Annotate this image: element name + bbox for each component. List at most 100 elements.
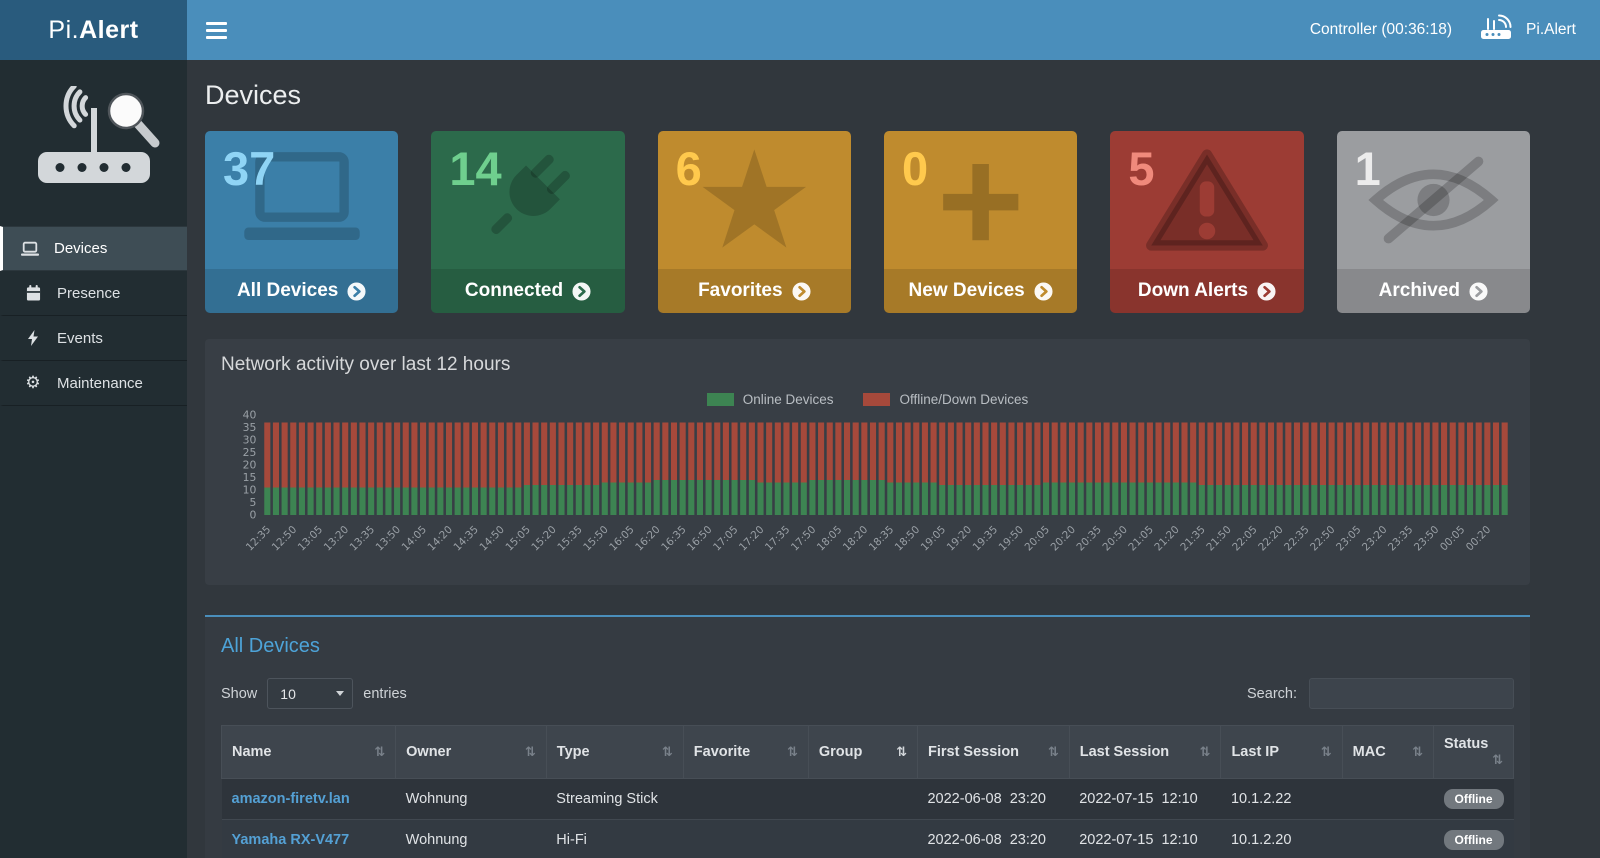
stat-value: 37 [223,142,276,195]
stat-label: Archived [1378,280,1460,301]
sort-icon[interactable]: ⇅ [1047,744,1059,759]
sort-icon[interactable]: ⇅ [786,744,798,759]
svg-text:17:20: 17:20 [737,524,766,554]
svg-text:16:20: 16:20 [633,524,662,554]
stat-card-favorites[interactable]: 6 ★ Favorites [657,131,851,313]
svg-text:15:05: 15:05 [503,524,532,554]
eye-slash-icon [1337,131,1530,269]
table-controls: Show 10 entries Search: [221,678,1514,709]
svg-text:23:05: 23:05 [1334,524,1363,554]
sort-icon[interactable]: ⇅ [1412,744,1423,759]
stat-card-new-devices[interactable]: 0 + New Devices [883,131,1078,313]
sort-icon[interactable]: ⇅ [896,744,907,759]
sidebar-item-maintenance[interactable]: ⚙ Maintenance [0,361,187,406]
svg-text:21:05: 21:05 [1126,524,1155,554]
svg-text:16:35: 16:35 [659,524,688,554]
svg-text:18:05: 18:05 [815,524,844,554]
column-header-owner[interactable]: Owner ⇅ [395,725,547,779]
sort-icon[interactable]: ⇅ [1199,744,1211,759]
stat-label: Favorites [698,280,783,301]
page-size-select-wrap: 10 [267,678,354,709]
svg-text:19:35: 19:35 [971,524,1000,554]
sidebar-item-events[interactable]: Events [0,316,187,361]
logo-text-light: Pi. [48,15,80,44]
svg-text:16:05: 16:05 [607,524,636,554]
gear-icon: ⚙ [25,372,41,393]
column-header-type[interactable]: Type ⇅ [545,725,684,779]
sidebar-item-label: Devices [54,240,108,257]
stat-label: Connected [464,280,564,301]
column-header-last_session[interactable]: Last Session ⇅ [1068,725,1222,779]
legend-online-devices: Online Devices [706,392,833,407]
controller-status: Controller (00:36:18) [1309,21,1453,38]
stat-card-link[interactable]: Connected [431,269,625,313]
column-header-group[interactable]: Group ⇅ [807,725,918,779]
column-header-first_session[interactable]: First Session ⇅ [916,725,1070,779]
svg-text:35: 35 [243,421,257,434]
svg-text:14:20: 14:20 [426,524,455,554]
svg-text:21:35: 21:35 [1178,524,1207,554]
stat-card-link[interactable]: Favorites [657,269,851,313]
devices-table: Name ⇅ Owner ⇅ Type ⇅ Favorite ⇅ Group ⇅ First Ses… [220,725,1514,858]
device-name-link[interactable]: amazon-firetv.lan [231,791,350,807]
svg-text:20:35: 20:35 [1074,524,1103,554]
sort-icon[interactable]: ⇅ [661,744,673,759]
svg-text:12:35: 12:35 [244,524,273,554]
app-logo[interactable]: Pi. Alert [0,0,187,60]
svg-text:40: 40 [243,409,257,422]
svg-text:00:20: 00:20 [1464,524,1493,554]
sort-icon[interactable]: ⇅ [374,744,386,759]
stat-card-link[interactable]: All Devices [205,269,399,313]
sidebar-item-presence[interactable]: Presence [0,271,187,316]
svg-text:23:50: 23:50 [1412,524,1441,554]
stat-card-down-alerts[interactable]: 5 Down Alerts [1110,131,1304,313]
column-header-name[interactable]: Name ⇅ [220,725,397,779]
stat-card-all-devices[interactable]: 37 All Devices [205,131,399,313]
sort-icon[interactable]: ⇅ [1320,744,1332,759]
column-header-last_ip[interactable]: Last IP ⇅ [1220,725,1343,779]
sort-icon[interactable]: ⇅ [1492,752,1503,767]
table-row: amazon-firetv.lan Wohnung Streaming Stick 2… [221,778,1514,820]
stat-card-link[interactable]: New Devices [883,269,1078,313]
stat-value: 14 [449,142,502,195]
arrow-circle-right-icon [792,281,811,301]
sidebar-item-label: Events [57,329,103,347]
svg-text:20:20: 20:20 [1049,524,1078,554]
sidebar: Devices Presence Events ⚙ Maintenance [0,60,187,858]
arrow-circle-right-icon [1034,281,1053,301]
stat-value: 5 [1128,142,1155,195]
svg-text:30: 30 [243,433,257,446]
sidebar-nav: Devices Presence Events ⚙ Maintenance [0,226,187,406]
svg-text:14:05: 14:05 [400,524,429,554]
svg-text:5: 5 [250,496,257,509]
sidebar-item-label: Maintenance [57,374,143,392]
device-name-link[interactable]: Yamaha RX-V477 [231,832,350,848]
main-content: Devices 37 All Devices 14 Connected 6 ★ Favori… [187,60,1600,858]
sort-icon[interactable]: ⇅ [524,744,536,759]
column-header-mac[interactable]: MAC ⇅ [1341,725,1435,779]
svg-text:20: 20 [243,458,257,471]
stat-value: 1 [1354,142,1381,195]
menu-toggle-button[interactable] [206,18,227,43]
laptop-icon [205,131,398,269]
page-size-select[interactable]: 10 [267,678,354,709]
column-header-status[interactable]: Status ⇅ [1433,725,1514,779]
svg-text:23:35: 23:35 [1386,524,1415,554]
stat-card-archived[interactable]: 1 Archived [1336,131,1530,313]
svg-text:22:35: 22:35 [1282,524,1311,554]
stat-card-link[interactable]: Down Alerts [1110,269,1304,313]
column-header-favorite[interactable]: Favorite ⇅ [682,725,809,779]
svg-text:15:50: 15:50 [581,524,610,554]
svg-text:23:20: 23:20 [1360,524,1389,554]
stat-label: All Devices [236,280,339,301]
stat-card-link[interactable]: Archived [1336,269,1530,313]
svg-text:20:50: 20:50 [1100,524,1129,554]
svg-text:19:20: 19:20 [945,524,974,554]
search-input[interactable] [1309,678,1514,709]
sidebar-item-devices[interactable]: Devices [0,226,187,271]
svg-text:19:05: 19:05 [919,524,948,554]
svg-text:21:50: 21:50 [1204,524,1233,554]
stat-card-connected[interactable]: 14 Connected [431,131,625,313]
svg-text:00:05: 00:05 [1438,524,1467,554]
